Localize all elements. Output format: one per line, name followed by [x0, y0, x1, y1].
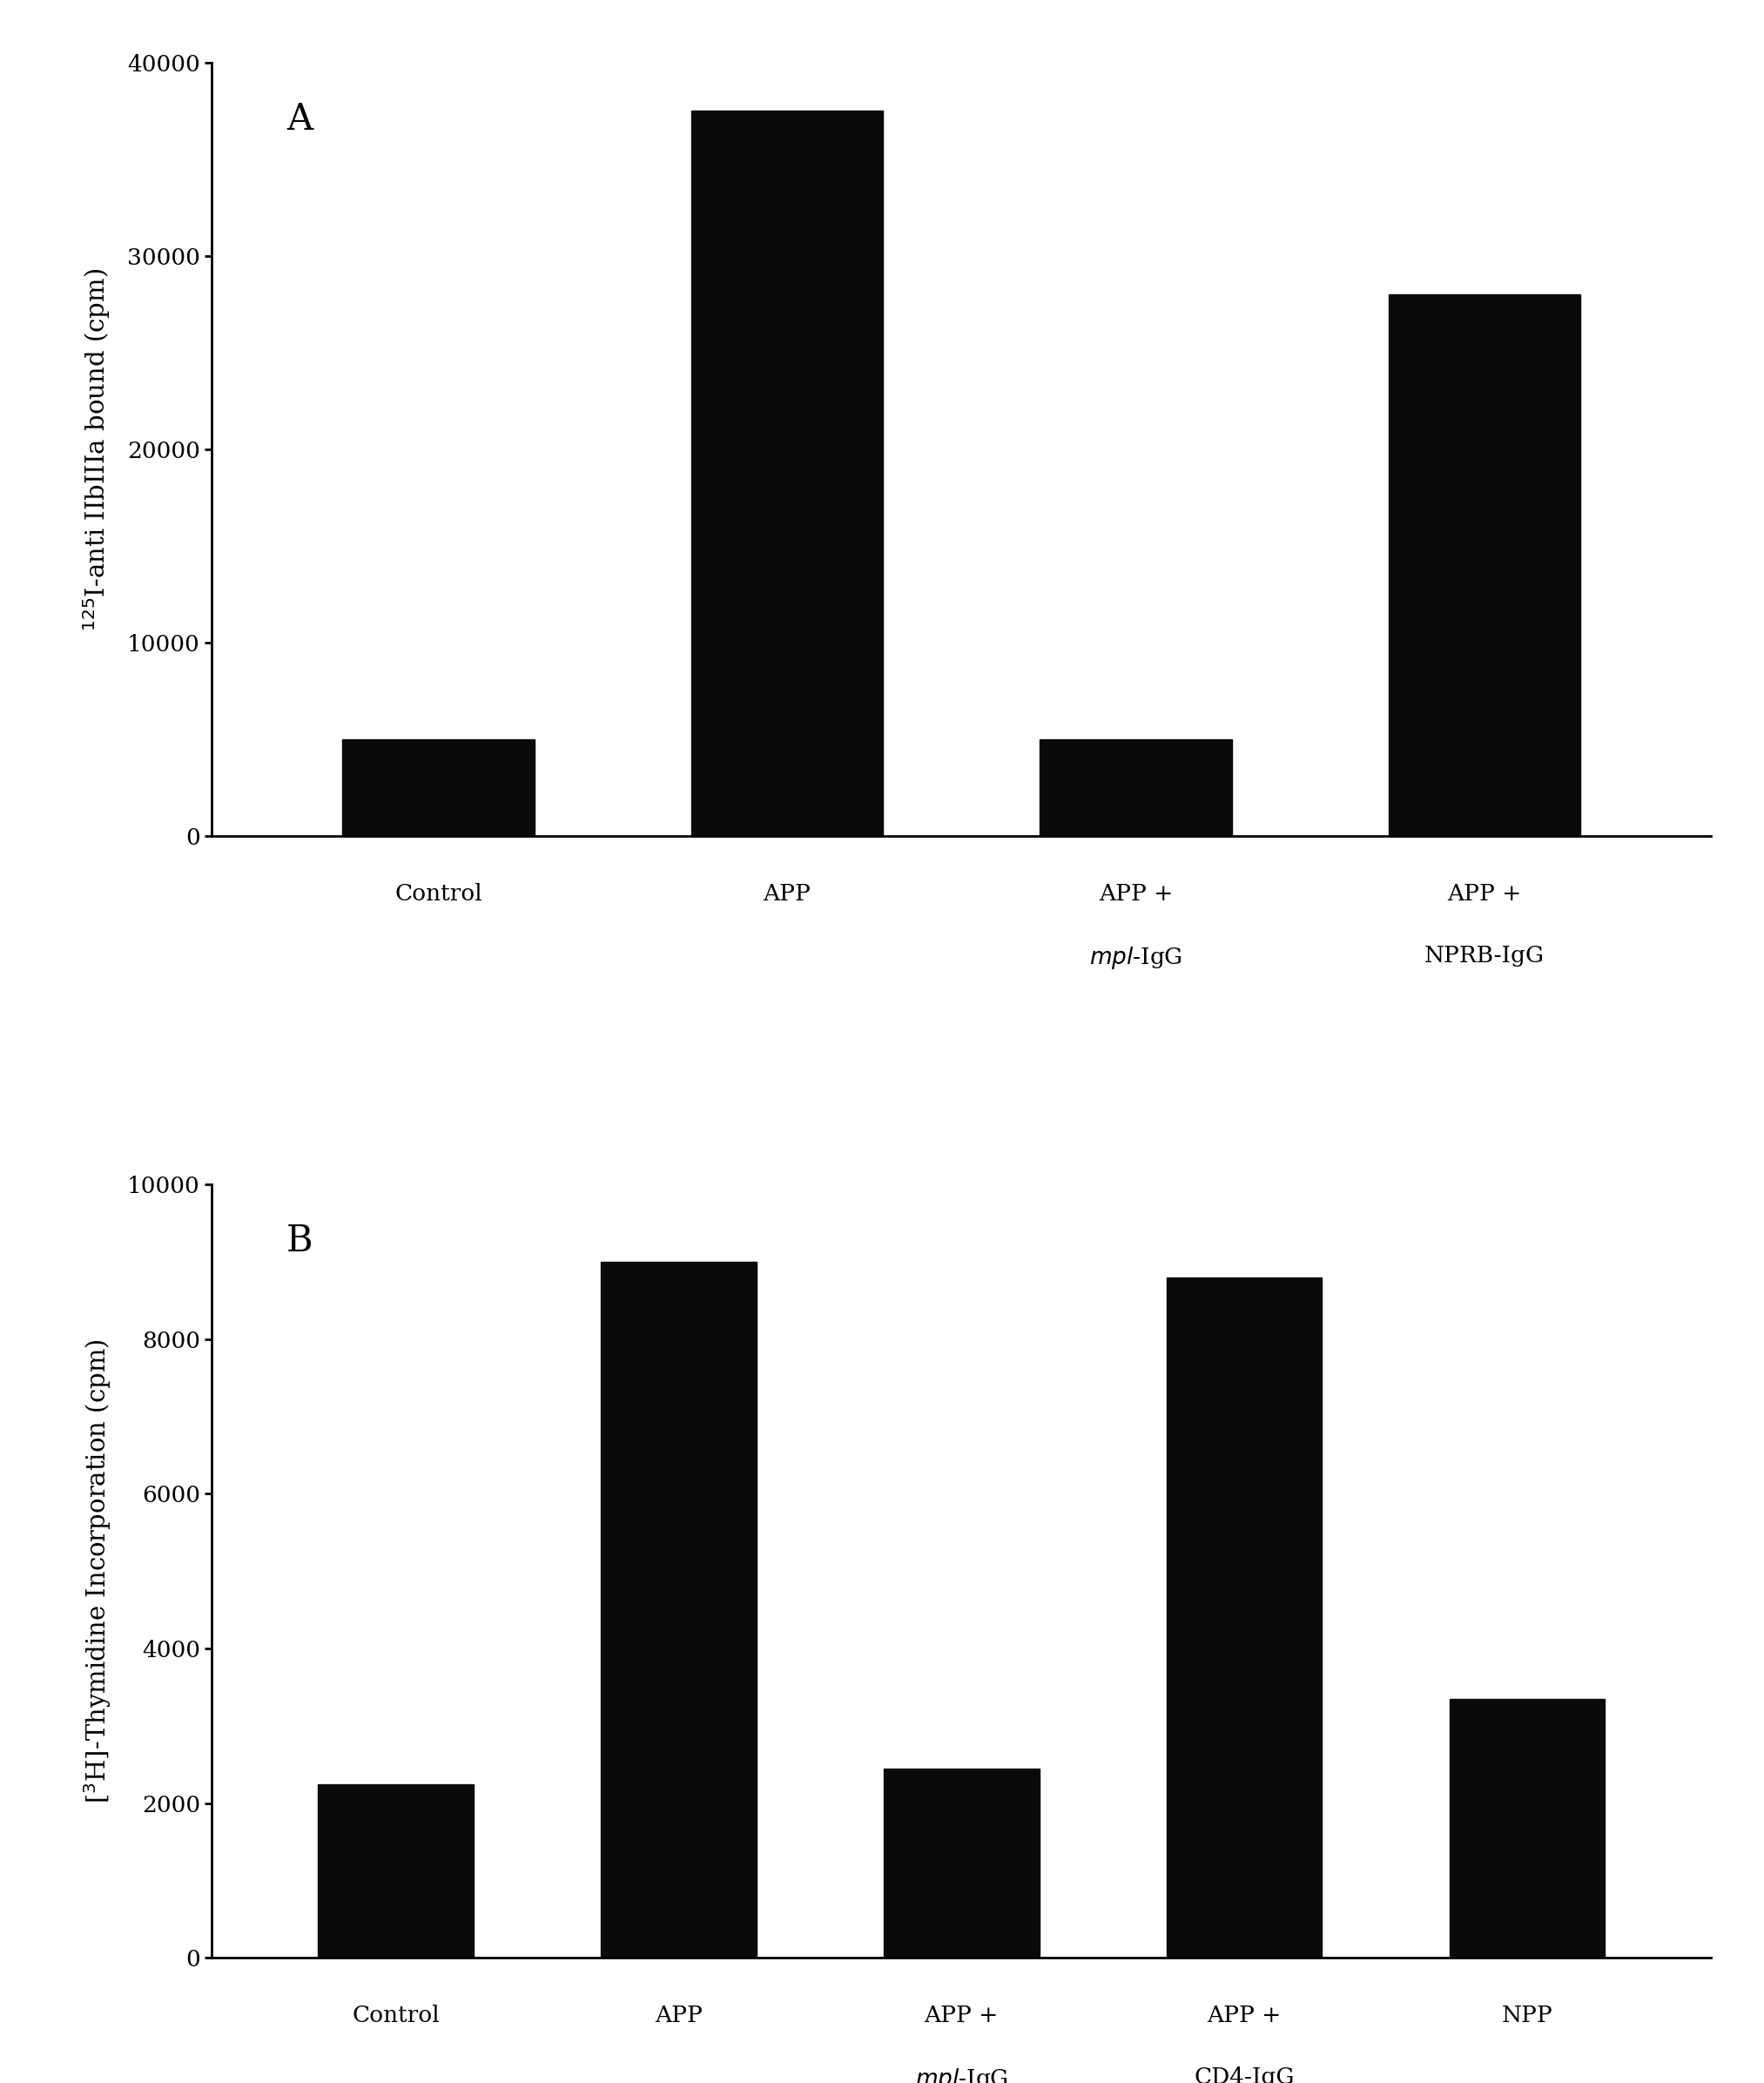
Bar: [342, 739, 534, 835]
Bar: [1388, 294, 1581, 835]
Text: NPRB-IgG: NPRB-IgG: [1424, 944, 1545, 967]
Text: APP: APP: [654, 2004, 702, 2027]
Bar: [602, 1262, 757, 1958]
Bar: [1450, 1700, 1605, 1958]
Text: APP: APP: [764, 883, 811, 904]
Text: Control: Control: [395, 883, 482, 904]
Text: $\mathit{mpl}$-IgG: $\mathit{mpl}$-IgG: [916, 2066, 1007, 2083]
Y-axis label: [$^{3}$H]-Thymidine Incorporation (cpm): [$^{3}$H]-Thymidine Incorporation (cpm): [81, 1339, 113, 1804]
Bar: [884, 1768, 1039, 1958]
Bar: [318, 1783, 473, 1958]
Text: NPP: NPP: [1501, 2004, 1552, 2027]
Text: CD4-IgG: CD4-IgG: [1194, 2066, 1295, 2083]
Bar: [691, 110, 884, 835]
Bar: [1166, 1277, 1321, 1958]
Text: B: B: [286, 1223, 314, 1260]
Text: APP +: APP +: [1207, 2004, 1281, 2027]
Bar: [1039, 739, 1231, 835]
Text: APP +: APP +: [1099, 883, 1173, 904]
Text: APP +: APP +: [1446, 883, 1522, 904]
Text: APP +: APP +: [924, 2004, 998, 2027]
Text: Control: Control: [351, 2004, 439, 2027]
Text: $\mathit{mpl}$-IgG: $\mathit{mpl}$-IgG: [1088, 944, 1182, 971]
Y-axis label: $^{125}$I-anti IIbIIIa bound (cpm): $^{125}$I-anti IIbIIIa bound (cpm): [81, 269, 113, 631]
Text: A: A: [286, 102, 312, 137]
